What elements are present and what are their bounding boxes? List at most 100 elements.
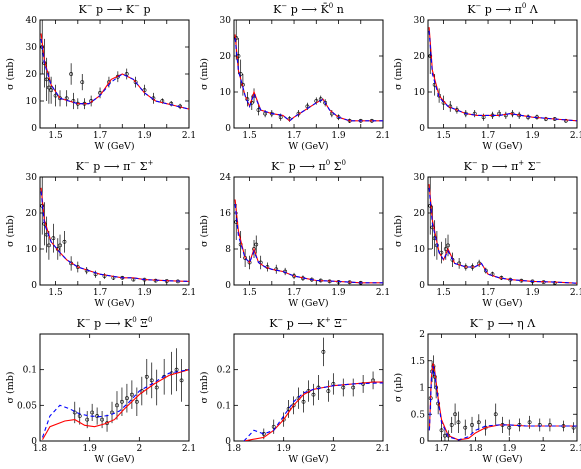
model-curve-dashed [428,187,577,284]
y-tick-label: 10 [26,97,38,107]
title-superscript: − [478,316,484,324]
data-point [483,268,488,273]
title-superscript: 0 [341,159,345,167]
x-tick-label: 1.5 [242,288,257,298]
data-point [552,280,557,285]
panel-title: K− p ⟶ π− Σ+ [76,159,154,173]
x-tick-label: 1.5 [242,131,257,141]
y-tick-label: 0 [225,124,231,134]
model-curve-solid [234,199,383,284]
data-point [271,424,276,429]
x-tick-label: 1.9 [525,131,540,141]
title-text: Ξ [331,317,342,330]
y-tick-label: 0 [225,281,231,291]
title-text: Ξ [137,317,148,330]
title-text: K [464,160,473,173]
title-text: p ⟶ K [283,317,325,330]
plot-frame [427,19,578,129]
title-text: K [76,160,85,173]
title-text: p ⟶ π [481,3,522,16]
y-tick-label: 8 [225,245,231,255]
panel-8: K− p ⟶ K+ Ξ−1.8 1.9 2 2.100.10.2W (GeV)σ (m… [199,316,390,465]
data-point [291,403,296,408]
y-tick-label: 20 [26,209,38,219]
x-tick-label: 1.8 [468,444,483,454]
title-text: K̄ [321,3,330,16]
x-tick-label: 1.8 [33,444,48,454]
title-superscript: + [518,159,524,167]
title-text: K [467,3,476,16]
x-tick-label: 2.1 [570,288,581,298]
data-point [321,349,326,354]
x-tick-label: 1.7 [287,288,302,298]
data-point [316,385,321,390]
model-curve-dashed [40,38,189,110]
model-curve-solid [243,381,383,441]
x-tick-label: 2.1 [376,288,390,298]
title-text: Λ [526,3,538,16]
x-tick-label: 2 [540,444,546,454]
x-tick-label: 1.9 [525,288,540,298]
x-axis-label: W (GeV) [288,454,328,465]
model-curve-dashed [41,369,189,438]
data-point [179,378,184,383]
x-tick-label: 1.5 [436,288,451,298]
plot-area [234,20,383,123]
x-tick-label: 1.5 [48,288,63,298]
data-point [507,425,512,430]
plot-frame [39,176,190,286]
x-tick-label: 1.9 [137,131,152,141]
data-point [256,108,261,112]
data-point [125,396,129,401]
data-point [100,417,104,422]
x-tick-label: 1.7 [481,131,496,141]
title-superscript: 0 [522,2,526,10]
data-point [134,399,139,404]
title-superscript: − [281,2,287,10]
plot-frame [233,333,384,442]
data-point [107,80,111,85]
x-axis-label: W (GeV) [288,298,328,309]
data-point [144,374,149,379]
data-point [470,423,474,427]
y-tick-label: 30 [414,173,426,183]
title-text: p ⟶ K [93,3,135,16]
data-point [493,412,498,417]
data-point [311,392,316,397]
title-text: p ⟶ η Λ [484,317,536,330]
data-point [49,88,54,93]
x-tick-label: 1.9 [83,444,98,454]
y-tick-label: 10 [220,88,232,98]
data-point [154,385,159,390]
y-tick-label: 1 [419,384,425,394]
x-tick-label: 1.9 [502,444,517,454]
data-point [537,423,542,427]
x-tick-label: 2.1 [182,444,196,454]
data-point [69,72,74,76]
panel-title: K− p ⟶ π0 Λ [467,2,539,16]
y-tick-label: 30 [220,16,232,26]
model-curve-dashed [40,191,189,282]
y-tick-label: 0 [31,437,37,447]
x-axis-label: W (GeV) [94,454,134,465]
y-tick-label: 0.5 [411,410,426,420]
title-superscript: − [134,2,140,10]
data-point [323,100,328,105]
data-point [543,117,548,121]
model-curve-dashed [243,382,383,441]
x-axis-label: W (GeV) [482,141,522,152]
title-text: p ⟶ K [91,317,133,330]
model-curve-dashed [428,365,577,441]
panel-title: K− p ⟶ η Λ [470,316,536,330]
title-superscript: − [342,316,348,324]
plot-area [40,20,189,110]
x-tick-label: 1.8 [227,444,242,454]
data-point [72,410,77,415]
x-tick-label: 1.7 [434,444,449,454]
data-point [341,385,346,390]
data-point [446,433,451,438]
title-text: K [77,317,86,330]
x-tick-label: 1.9 [331,131,346,141]
